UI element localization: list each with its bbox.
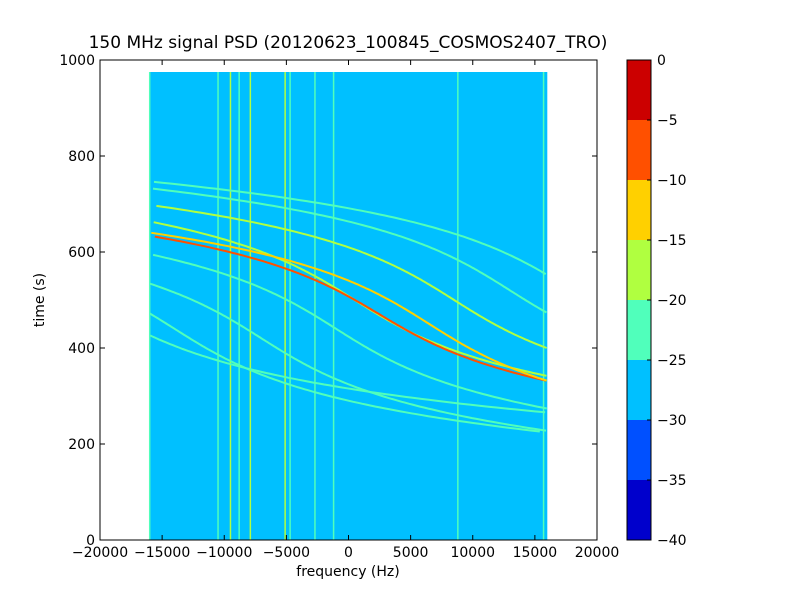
colorbar-tick-label: −40 xyxy=(657,533,687,549)
colorbar-segment xyxy=(627,180,651,240)
colorbar-segment xyxy=(627,300,651,360)
y-tick-label: 800 xyxy=(68,149,95,165)
colorbar-segment xyxy=(627,240,651,300)
colorbar: −40 −35 −30 −25 −20 −15 −10 −5 0 xyxy=(626,53,687,549)
psd-doppler-track xyxy=(153,180,547,275)
colorbar-segment xyxy=(627,60,651,120)
chart-title: 150 MHz signal PSD (20120623_100845_COSM… xyxy=(89,33,608,53)
colorbar-tick-label: −15 xyxy=(657,233,687,249)
psd-doppler-track xyxy=(149,282,547,432)
plot-area: −20000 −15000 −10000 −5000 0 5000 10000 15000 20… xyxy=(59,53,619,561)
y-axis-label: time (s) xyxy=(32,273,48,327)
colorbar-segment xyxy=(627,360,651,420)
psd-doppler-track xyxy=(154,235,547,382)
x-axis-label: frequency (Hz) xyxy=(296,564,399,580)
colorbar-segment xyxy=(627,420,651,480)
colorbar-tick-label: −30 xyxy=(657,413,687,429)
y-tick-label: 1000 xyxy=(59,53,95,69)
psd-heatmap xyxy=(148,72,548,540)
x-tick-label: 20000 xyxy=(575,545,620,561)
colorbar-tick-label: −20 xyxy=(657,293,687,309)
x-tick-label: 0 xyxy=(344,545,353,561)
psd-background-region xyxy=(149,72,548,540)
x-tick-label: 15000 xyxy=(513,545,558,561)
x-tick-label: 10000 xyxy=(450,545,495,561)
y-tick-label: 200 xyxy=(68,437,95,453)
x-tick-label: −5000 xyxy=(263,545,310,561)
x-tick-label: −20000 xyxy=(72,545,128,561)
x-tick-label: 5000 xyxy=(393,545,429,561)
x-tick-label: −15000 xyxy=(134,545,190,561)
colorbar-tick-label: −5 xyxy=(657,113,678,129)
y-tick-label: 400 xyxy=(68,341,95,357)
psd-doppler-track xyxy=(152,187,548,314)
psd-doppler-track xyxy=(149,334,546,414)
colorbar-tick-label: 0 xyxy=(657,53,666,69)
psd-doppler-track xyxy=(156,204,548,349)
colorbar-segment xyxy=(627,480,651,540)
psd-doppler-track xyxy=(149,312,540,433)
y-tick-label: 0 xyxy=(86,533,95,549)
colorbar-tick-label: −25 xyxy=(657,353,687,369)
x-axis: −20000 −15000 −10000 −5000 0 5000 10000 15000 20… xyxy=(72,60,619,561)
x-tick-label: −10000 xyxy=(196,545,252,561)
psd-doppler-track xyxy=(152,253,547,410)
y-tick-label: 600 xyxy=(68,245,95,261)
colorbar-tick-label: −10 xyxy=(657,173,687,189)
y-axis: 0 200 400 600 800 1000 xyxy=(59,53,597,549)
colorbar-segment xyxy=(627,120,651,180)
colorbar-tick-label: −35 xyxy=(657,473,687,489)
psd-doppler-track xyxy=(151,231,548,382)
